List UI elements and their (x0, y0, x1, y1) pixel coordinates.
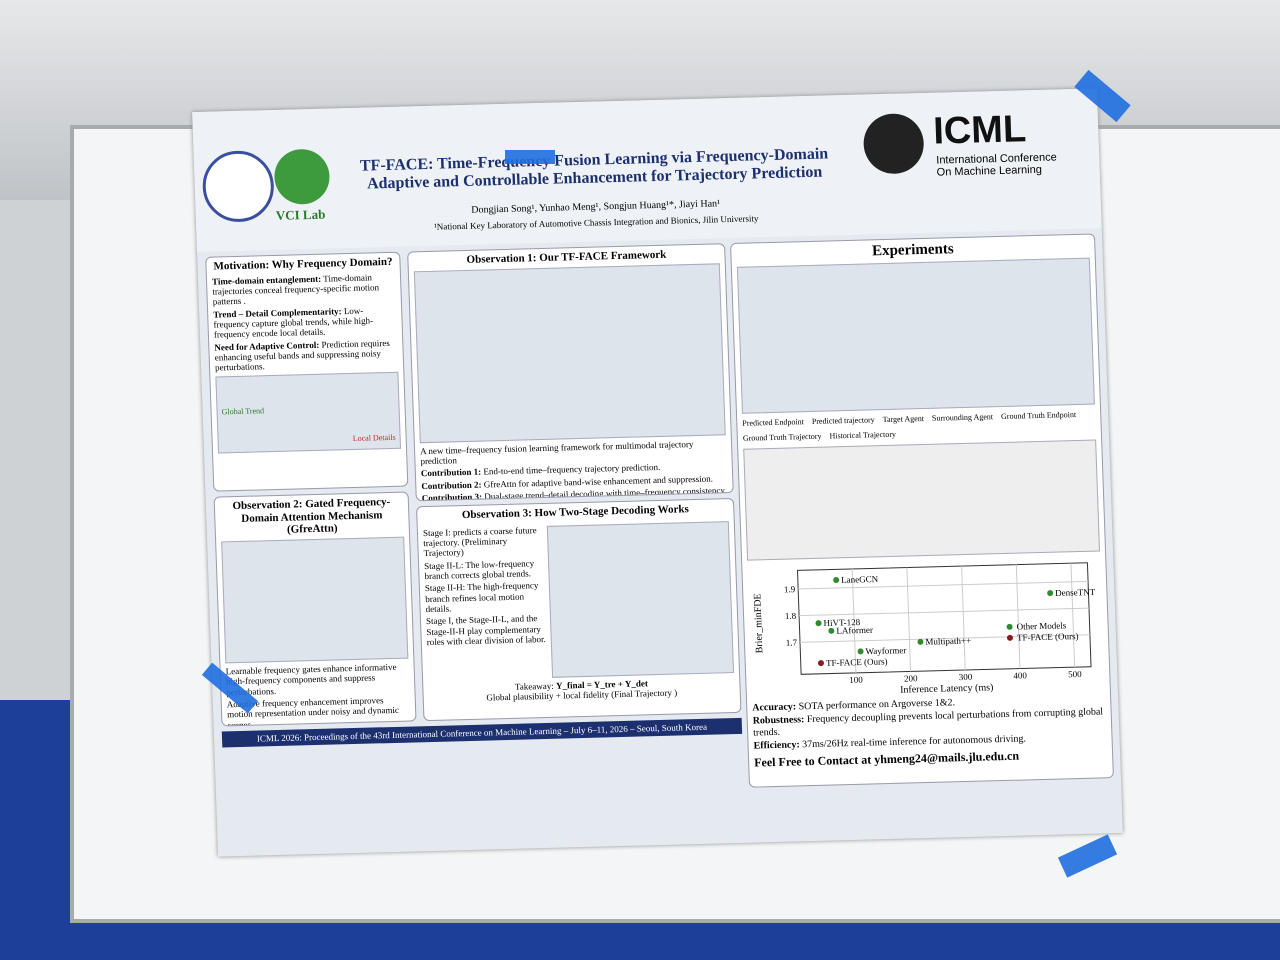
item-text: Predicted Endpoint (742, 417, 805, 429)
list-item: Stage I: predicts a coarse future trajec… (423, 525, 544, 559)
list-item: Historical Trajectory (829, 430, 896, 441)
takeaway: Takeaway: (514, 680, 554, 692)
item-label: Robustness: (752, 714, 805, 728)
point-label: DenseTNT (1055, 587, 1096, 598)
decoding-plots (546, 520, 735, 678)
grid-line (906, 567, 912, 672)
x-tick-label: 200 (904, 673, 918, 683)
conference-full: International Conference On Machine Lear… (936, 151, 1057, 179)
y-axis-label: Brier_minFDE (752, 593, 765, 653)
panel-title: Motivation: Why Frequency Domain? (213, 255, 393, 273)
icml-icon (862, 112, 925, 175)
x-tick-label: 300 (959, 671, 973, 681)
item-text: Stage I, the Stage-II-L, and the Stage-I… (425, 613, 546, 648)
x-tick-label: 100 (849, 674, 863, 684)
grid-line (851, 568, 857, 673)
point-label: Wayformer (865, 645, 906, 656)
figure-label: Global Trend (221, 406, 265, 417)
latency-scatter: 100 200 300 400 500 1.7 1.8 1.9 Inference Latenc… (752, 561, 1096, 695)
point-label: HiVT-128 (823, 617, 861, 628)
list-item: Stage II-L: The low-frequency branch cor… (424, 558, 545, 582)
grid-line (1015, 564, 1021, 669)
item-text: Surrounding Agent (931, 412, 994, 424)
scenario-figure (736, 257, 1095, 415)
experiments-panel: Experiments Predicted Endpoint Predicted … (730, 233, 1114, 788)
point (833, 576, 840, 583)
legend-label: TF-FACE (Ours) (1017, 631, 1079, 643)
framework-figure (413, 262, 726, 443)
list-item: Predicted Endpoint (742, 417, 804, 428)
item-label: Contribution 3: (421, 491, 483, 502)
legend-marker (1006, 623, 1013, 630)
title: TF-FACE: Time-Frequency Fusion Learning … (334, 145, 855, 195)
list-item: Stage II-H: The high-frequency branch re… (424, 580, 546, 615)
observation3-panel: Observation 3: How Two-Stage Decoding Wo… (416, 498, 742, 722)
item-text: Ground Truth Endpoint (1000, 410, 1077, 422)
point (828, 627, 835, 634)
y-tick-label: 1.9 (784, 584, 796, 594)
point (1047, 589, 1054, 596)
observation1-panel: Observation 1: Our TF-FACE Framework A n… (407, 243, 734, 502)
y-tick-label: 1.8 (785, 610, 797, 620)
point (917, 638, 924, 645)
grid-line (1070, 562, 1076, 667)
lab-name: VCI Lab (275, 206, 326, 223)
item-text: Predicted trajectory (811, 415, 875, 427)
grid-line (799, 633, 1090, 643)
list-item: Time-domain entanglement: Time-domain tr… (212, 271, 396, 307)
grid-line (798, 580, 1089, 590)
item-text: Stage II-L: The low-frequency branch cor… (423, 557, 535, 582)
vci-logo (273, 148, 331, 205)
legend-marker (1006, 634, 1013, 641)
list-item: Need for Adaptive Control: Prediction re… (214, 337, 398, 373)
panel-title: Observation 2: Gated Frequency-Domain At… (232, 496, 391, 536)
grid-line (961, 565, 966, 670)
x-tick-label: 400 (1013, 670, 1027, 680)
conference: ICML (932, 108, 1027, 153)
item-text: Ground Truth Trajectory (742, 432, 822, 444)
figure-label: Local Details (352, 432, 396, 443)
figure: Global Trend Local Details (215, 371, 402, 454)
list-item: Ground Truth Trajectory (743, 432, 822, 443)
point (815, 619, 822, 626)
item-text: Historical Trajectory (829, 430, 897, 441)
motivation-panel: Motivation: Why Frequency Domain? Time-d… (205, 251, 409, 492)
gfreattn-figure (221, 536, 409, 664)
y-tick-label: 1.7 (786, 637, 798, 647)
list-item: Stage I, the Stage-II-L, and the Stage-I… (425, 613, 547, 648)
x-axis-label: Inference Latency (ms) (900, 682, 994, 695)
item-label: Efficiency: (753, 739, 800, 753)
list-item: Target Agent (883, 414, 925, 424)
item-text: Target Agent (882, 414, 925, 425)
item-label: Contribution 2: (421, 479, 482, 491)
poster: VCI Lab TF-FACE: Time-Frequency Fusion L… (192, 88, 1123, 857)
x-tick-label: 500 (1068, 669, 1082, 679)
point (857, 648, 864, 655)
header: VCI Lab TF-FACE: Time-Frequency Fusion L… (192, 88, 1102, 252)
item-label: Accuracy: (752, 701, 797, 714)
university-logo (201, 149, 275, 223)
item-text: Stage II-H: The high-frequency branch re… (424, 580, 539, 615)
results-tables (743, 439, 1101, 561)
list-item: Surrounding Agent (932, 412, 993, 423)
legend-label: Other Models (1016, 620, 1067, 631)
item-text: SOTA performance on Argoverse 1&2. (798, 697, 956, 713)
grid-line (799, 607, 1089, 616)
point (817, 659, 824, 666)
list-item: Learnable frequency gates enhance inform… (226, 661, 410, 697)
point-label: Multipath++ (925, 635, 971, 646)
item-label: Contribution 1: (420, 466, 482, 479)
item-text: Stage I: predicts a coarse future trajec… (422, 524, 537, 559)
point-label: LAformer (836, 624, 873, 635)
item-text: Learnable frequency gates enhance inform… (225, 661, 397, 697)
point-label: LaneGCN (841, 574, 879, 585)
list-item: Predicted trajectory (812, 416, 875, 427)
plot-area (796, 561, 1092, 675)
list-item: Ground Truth Endpoint (1001, 410, 1076, 421)
tape (505, 150, 555, 164)
point-label: TF-FACE (Ours) (826, 656, 888, 668)
list-item: Trend – Detail Complementarity: Low-freq… (213, 304, 397, 340)
